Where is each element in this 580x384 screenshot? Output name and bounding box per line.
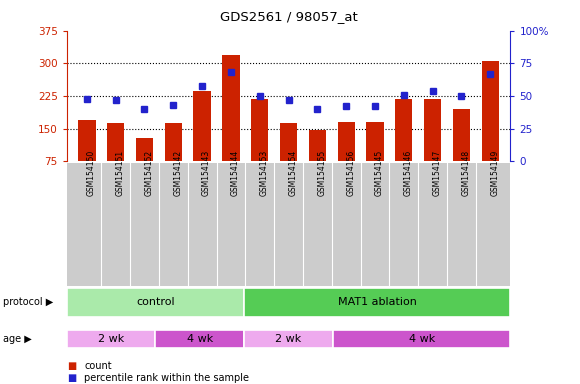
Bar (67, 288, 244, 317)
Bar (424, 99, 441, 161)
Text: GSM154151: GSM154151 (115, 150, 125, 196)
Bar (155, 330, 244, 348)
Text: GSM154146: GSM154146 (404, 150, 413, 196)
Text: percentile rank within the sample: percentile rank within the sample (84, 373, 249, 383)
Text: GDS2561 / 98057_at: GDS2561 / 98057_at (220, 10, 357, 23)
Text: age ▶: age ▶ (3, 334, 32, 344)
Text: 4 wk: 4 wk (408, 334, 435, 344)
Text: protocol ▶: protocol ▶ (3, 297, 53, 308)
Text: GSM154155: GSM154155 (317, 150, 327, 196)
Text: 4 wk: 4 wk (187, 334, 213, 344)
Bar (244, 330, 333, 348)
Text: ■: ■ (67, 361, 76, 371)
Text: GSM154153: GSM154153 (260, 150, 269, 196)
Bar (107, 123, 124, 161)
Text: 2 wk: 2 wk (98, 334, 124, 344)
Bar (136, 138, 153, 161)
Bar (309, 129, 326, 161)
Bar (165, 123, 182, 161)
Bar (338, 122, 355, 161)
Text: 2 wk: 2 wk (276, 334, 302, 344)
Text: GSM154143: GSM154143 (202, 150, 211, 196)
Bar (333, 330, 510, 348)
Text: GSM154149: GSM154149 (490, 150, 499, 196)
Bar (244, 288, 510, 317)
Text: ■: ■ (67, 373, 76, 383)
Bar (251, 99, 269, 161)
Text: count: count (84, 361, 112, 371)
Bar (222, 55, 240, 161)
Text: control: control (136, 297, 175, 308)
Bar (481, 61, 499, 161)
Bar (367, 122, 383, 161)
Text: GSM154154: GSM154154 (289, 150, 298, 196)
Bar (395, 99, 412, 161)
Text: GSM154150: GSM154150 (87, 150, 96, 196)
Text: GSM154156: GSM154156 (346, 150, 355, 196)
Text: MAT1 ablation: MAT1 ablation (338, 297, 416, 308)
Text: GSM154145: GSM154145 (375, 150, 384, 196)
Bar (67, 330, 155, 348)
Bar (280, 123, 297, 161)
Text: GSM154142: GSM154142 (173, 150, 182, 196)
Text: GSM154148: GSM154148 (462, 150, 470, 196)
Text: GSM154152: GSM154152 (144, 150, 154, 196)
Text: GSM154144: GSM154144 (231, 150, 240, 196)
Bar (194, 91, 211, 161)
Bar (453, 109, 470, 161)
Text: GSM154147: GSM154147 (433, 150, 441, 196)
Bar (78, 120, 96, 161)
